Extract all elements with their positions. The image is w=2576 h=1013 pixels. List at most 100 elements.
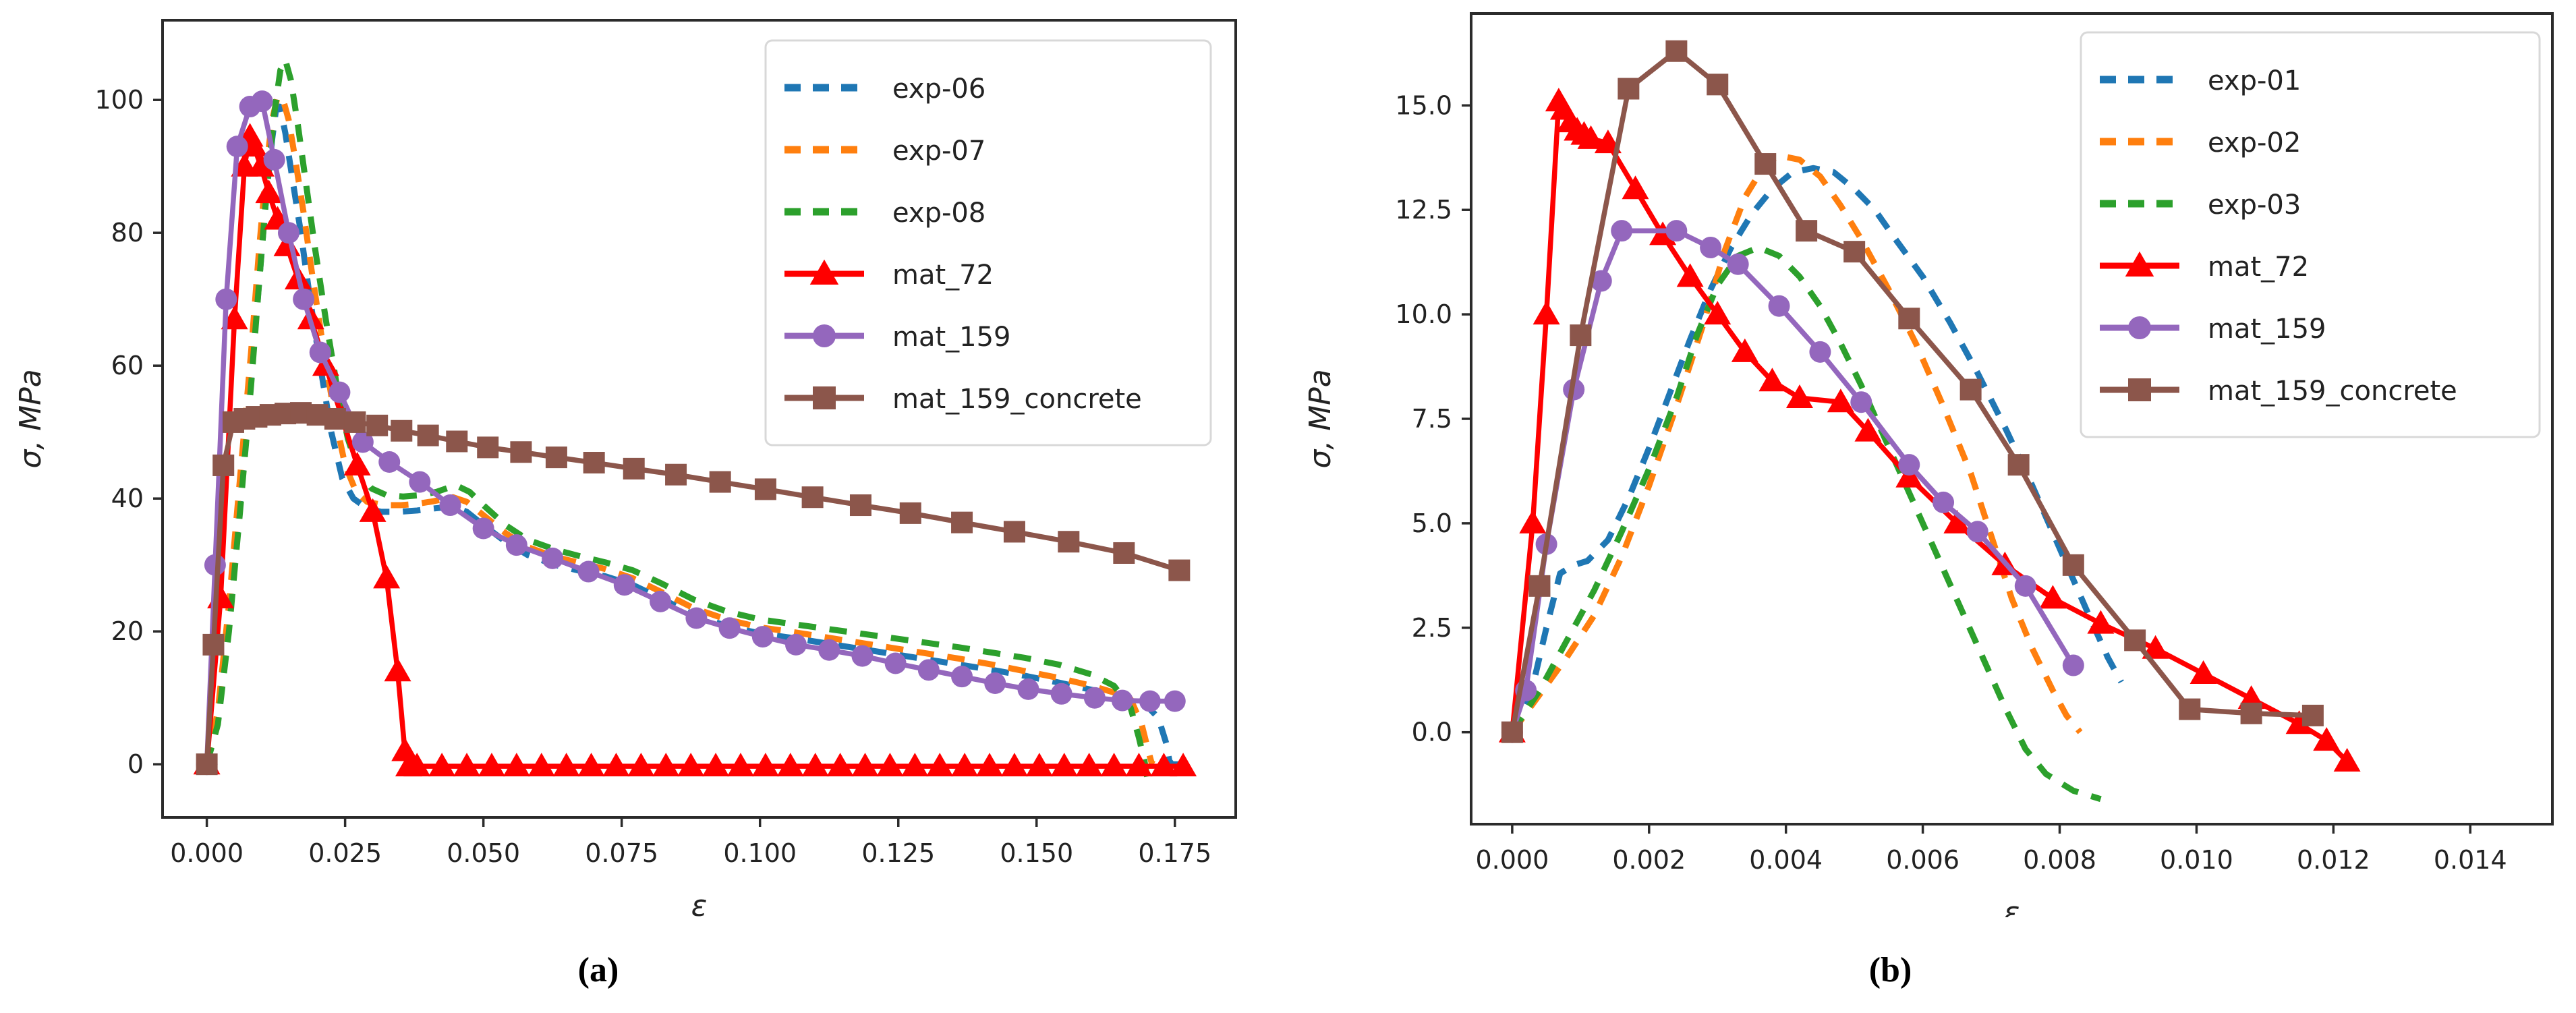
legend-item-exp-08[interactable]: exp-08 (784, 198, 985, 229)
series-marker (417, 424, 439, 446)
series-mat_159_concrete (1501, 40, 2324, 743)
series-marker (247, 152, 275, 177)
series-marker (685, 607, 708, 629)
legend-label: exp-02 (2208, 127, 2301, 158)
x-tick-label: 0.025 (308, 838, 382, 868)
series-marker (1075, 753, 1103, 777)
series-marker (202, 633, 225, 656)
legend-item-exp-02[interactable]: exp-02 (2100, 127, 2301, 158)
series-marker (1570, 324, 1592, 347)
legend: exp-06 exp-07 exp-08 mat_72 mat_159 mat_159_c… (764, 39, 1212, 446)
axes-frame (161, 19, 1237, 819)
series-marker (293, 288, 315, 310)
series-marker (1850, 391, 1872, 413)
series-marker (1898, 454, 1920, 476)
series-marker (1111, 689, 1133, 712)
series-marker (212, 454, 235, 476)
y-tick-label: 20 (111, 616, 144, 646)
legend-item-mat_159[interactable]: mat_159 (2100, 314, 2326, 345)
series-marker (2125, 251, 2154, 277)
series-marker (2128, 316, 2151, 339)
subfigure-caption-b: (b) (1868, 951, 1912, 989)
series-marker (577, 560, 600, 583)
series-marker (976, 753, 1004, 777)
series-marker (1707, 74, 1729, 96)
legend-item-exp-01[interactable]: exp-01 (2100, 65, 2301, 96)
series-marker (1100, 753, 1128, 777)
legend-item-exp-06[interactable]: exp-06 (784, 74, 985, 105)
legend-item-exp-03[interactable]: exp-03 (2100, 190, 2301, 221)
series-marker (1519, 509, 1547, 533)
series-marker (1843, 241, 1866, 263)
series-marker (702, 753, 730, 777)
legend-item-mat_72[interactable]: mat_72 (784, 259, 994, 291)
x-axis-title: ε (691, 889, 708, 917)
legend-label: mat_159 (2208, 314, 2326, 345)
x-tick-label: 0.012 (2297, 845, 2370, 875)
y-tick-label: 80 (111, 218, 144, 248)
legend-label: mat_159 (892, 322, 1011, 353)
series-marker (1665, 220, 1688, 242)
series-marker (1700, 236, 1722, 258)
series-marker (1943, 509, 1971, 533)
series-exp-07 (204, 93, 1155, 768)
legend-label: exp-06 (892, 74, 985, 105)
legend-item-mat_159[interactable]: mat_159 (784, 322, 1011, 353)
series-path (1510, 228, 2076, 733)
series-marker (613, 574, 635, 596)
series-marker (2014, 575, 2036, 597)
series-marker (1933, 491, 1955, 513)
series-marker (1768, 295, 1790, 317)
series-marker (505, 534, 527, 556)
series-marker (1731, 338, 1758, 362)
series-marker (351, 431, 374, 453)
series-marker (751, 626, 774, 648)
series-marker (851, 753, 879, 777)
legend-item-mat_72[interactable]: mat_72 (2100, 251, 2309, 283)
series-marker (677, 753, 705, 777)
series-marker (226, 136, 248, 158)
x-tick-label: 0.000 (170, 838, 244, 868)
series-marker (813, 386, 836, 409)
series-marker (754, 478, 776, 500)
y-tick-label: 2.5 (1412, 613, 1452, 643)
series-marker (577, 753, 605, 777)
series-marker (215, 288, 237, 310)
series-marker (899, 502, 921, 524)
series-marker (1754, 153, 1777, 175)
series-marker (1611, 220, 1633, 242)
series-marker (2333, 748, 2361, 772)
series-marker (984, 672, 1006, 695)
series-marker (2240, 702, 2262, 724)
legend-label: exp-08 (892, 198, 985, 229)
series-marker (851, 645, 874, 667)
x-tick-label: 0.004 (1749, 845, 1823, 875)
series-marker (344, 411, 366, 433)
series-marker (623, 457, 645, 480)
y-tick-label: 60 (111, 351, 144, 380)
series-marker (1622, 175, 1649, 200)
x-axis: 0.000 0.025 0.050 0.075 0.100 0.125 0.150 0.175 (170, 817, 1211, 868)
series-marker (446, 430, 468, 453)
series-marker (1000, 753, 1028, 777)
series-marker (324, 408, 346, 430)
series-exp-03 (1510, 244, 2102, 803)
series-marker (1959, 378, 1982, 401)
series-marker (1809, 341, 1831, 363)
series-marker (251, 90, 273, 113)
series-marker (439, 494, 461, 517)
x-tick-label: 0.008 (2023, 845, 2096, 875)
series-path (1509, 165, 2124, 734)
series-marker (1083, 687, 1106, 709)
legend-box (2080, 31, 2541, 438)
series-marker (1150, 753, 1178, 777)
plot-area (193, 57, 1197, 778)
legend-label: exp-03 (2208, 190, 2301, 221)
series-mat_72 (1498, 88, 2361, 772)
legend-item-exp-07[interactable]: exp-07 (784, 136, 985, 167)
legend-item-mat_159_concrete[interactable]: mat_159_concrete (2100, 376, 2457, 407)
series-exp-02 (1510, 152, 2083, 734)
series-marker (652, 753, 680, 777)
series-marker (453, 753, 481, 777)
legend-item-mat_159_concrete[interactable]: mat_159_concrete (784, 384, 1142, 415)
